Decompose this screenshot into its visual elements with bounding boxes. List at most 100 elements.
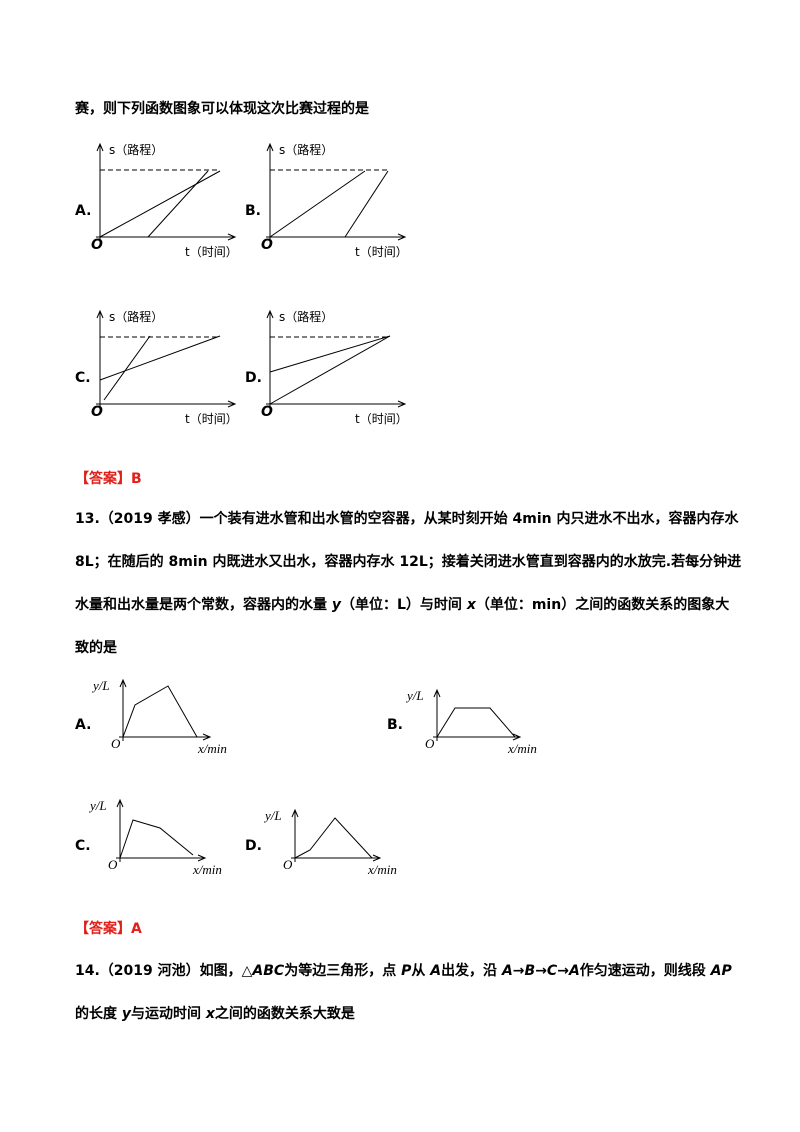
text-run: ABC: [251, 963, 285, 979]
paragraph-line: 的长度 y与运动时间 x之间的函数关系大致是: [75, 1005, 356, 1022]
text-run: 水量和出水量是两个常数，容器内的水量: [75, 596, 332, 613]
option-label: C.: [75, 838, 91, 854]
x-axis-label: t（时间）: [185, 412, 238, 426]
text-run: A: [568, 963, 580, 979]
option-label: D.: [245, 838, 262, 854]
graph-line: [269, 335, 391, 373]
origin-label: O: [108, 857, 118, 872]
arrow: [116, 798, 124, 808]
graph-line: [436, 707, 516, 738]
arrow: [197, 854, 207, 862]
graph-line: [119, 819, 194, 859]
graph-line: [147, 170, 209, 238]
arrow: [119, 678, 127, 688]
graph-line: [344, 170, 389, 238]
arrow: [397, 233, 407, 241]
arrow: [512, 733, 522, 741]
x-axis-label: x/min: [192, 862, 222, 877]
text-run: （单位：min）之间的函数关系的图象大: [476, 596, 729, 613]
paragraph-line: 水量和出水量是两个常数，容器内的水量 y（单位：L）与时间 x（单位：min）之…: [75, 596, 729, 613]
text-run: →: [535, 963, 547, 979]
text-run: 的长度: [75, 1005, 122, 1022]
text-run: →: [513, 963, 525, 979]
y-axis-label: y/L: [91, 678, 110, 693]
text-run: B: [525, 963, 536, 979]
graph-line: [99, 170, 221, 238]
text-run: →: [557, 963, 569, 979]
origin-label: O: [91, 404, 103, 420]
intro: 赛，则下列函数图象可以体现这次比赛过程的是: [74, 100, 370, 117]
text-run: 为等边三角形，点: [284, 962, 401, 979]
text-run: C: [547, 963, 558, 979]
y-axis-label: y/L: [263, 808, 282, 823]
graph-line: [99, 335, 221, 381]
origin-label: O: [283, 857, 293, 872]
y-axis-label: s（路程）: [279, 142, 333, 157]
arrow: [266, 142, 274, 152]
arrow: [227, 233, 237, 241]
text-run: y: [332, 597, 342, 613]
paragraph-line: 13.（2019 孝感）一个装有进水管和出水管的空容器，从某时刻开始 4min …: [75, 510, 739, 527]
paragraph-line: 8L；在随后的 8min 内既进水又出水，容器内存水 12L；接着关闭进水管直到…: [75, 553, 741, 570]
graph-line: [269, 170, 366, 238]
text-run: △: [242, 963, 253, 979]
text-run: 13.（2019 孝感）一个装有进水管和出水管的空容器，从某时刻开始 4min …: [75, 510, 739, 527]
origin-label: O: [261, 404, 273, 420]
arrow: [266, 309, 274, 319]
text-run: P: [401, 963, 412, 979]
graph-line: [269, 335, 391, 405]
origin-label: O: [261, 237, 273, 253]
text-run: 作匀速运动，则线段: [580, 962, 711, 979]
graph-line: [122, 685, 198, 738]
answer-bracket: 【答案】: [75, 470, 131, 487]
x-axis-label: x/min: [507, 741, 537, 756]
arrow: [227, 400, 237, 408]
origin-label: O: [91, 237, 103, 253]
text-run: 致的是: [75, 639, 118, 656]
answer: 【答案】A: [75, 920, 142, 937]
origin-label: O: [425, 736, 435, 751]
arrow: [291, 808, 299, 818]
paragraph-line: 致的是: [75, 639, 118, 656]
paragraph-line: 14.（2019 河池）如图，△ABC为等边三角形，点 P从 A出发，沿 A→B…: [75, 962, 732, 979]
x-axis-label: t（时间）: [355, 245, 408, 259]
arrow: [433, 688, 441, 698]
answer-value: A: [131, 921, 142, 937]
y-axis-label: s（路程）: [279, 309, 333, 324]
text-run: A: [501, 963, 513, 979]
text-run: y: [122, 1006, 132, 1022]
text-run: （单位：L）与时间: [341, 596, 467, 613]
text-run: 8L；在随后的 8min 内既进水又出水，容器内存水 12L；接着关闭进水管直到…: [75, 553, 741, 570]
text-run: 出发，沿: [441, 962, 502, 979]
y-axis-label: y/L: [88, 798, 107, 813]
text-run: 之间的函数关系大致是: [215, 1005, 356, 1022]
text-run: AP: [710, 963, 733, 979]
text-run: 从: [411, 963, 430, 979]
x-axis-label: x/min: [367, 862, 397, 877]
y-axis-label: s（路程）: [109, 309, 163, 324]
graph-line: [294, 817, 373, 859]
text-run: x: [466, 597, 477, 613]
arrow: [96, 142, 104, 152]
option-label: D.: [245, 370, 262, 386]
answer-value: B: [131, 471, 142, 487]
answer-bracket: 【答案】: [75, 920, 131, 937]
y-axis-label: y/L: [405, 688, 424, 703]
option-label: C.: [75, 370, 91, 386]
text-run: A: [429, 963, 441, 979]
option-label: B.: [245, 203, 261, 219]
arrow: [202, 733, 212, 741]
text-run: 与运动时间: [131, 1005, 206, 1022]
option-label: A.: [75, 203, 91, 219]
arrow: [372, 854, 382, 862]
answer: 【答案】B: [75, 470, 142, 487]
graph-line: [103, 335, 151, 401]
x-axis-label: t（时间）: [355, 412, 408, 426]
x-axis-label: t（时间）: [185, 245, 238, 259]
y-axis-label: s（路程）: [109, 142, 163, 157]
option-label: A.: [75, 717, 91, 733]
arrow: [96, 309, 104, 319]
option-label: B.: [387, 717, 403, 733]
origin-label: O: [111, 736, 121, 751]
